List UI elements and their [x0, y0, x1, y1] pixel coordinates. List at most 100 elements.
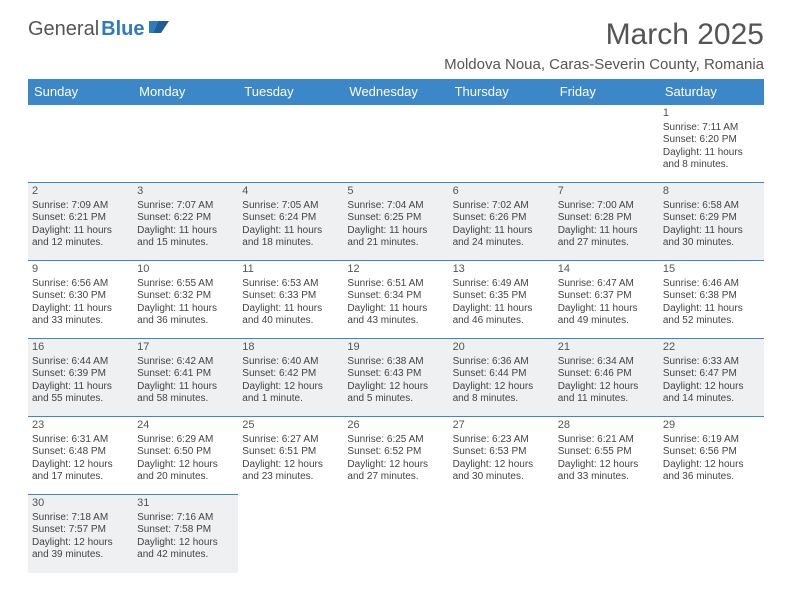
day-info-line: and 5 minutes.	[347, 393, 444, 406]
day-info-line: and 46 minutes.	[453, 315, 550, 328]
calendar-cell	[343, 105, 448, 183]
day-number: 25	[242, 419, 339, 433]
day-info-line: Sunset: 6:42 PM	[242, 368, 339, 381]
day-info-line: Sunset: 6:33 PM	[242, 290, 339, 303]
day-info-line: Daylight: 11 hours	[347, 303, 444, 316]
day-number: 6	[453, 185, 550, 199]
day-info-line: Sunset: 6:38 PM	[663, 290, 760, 303]
weekday-header: Friday	[554, 79, 659, 105]
day-info-line: Sunrise: 7:02 AM	[453, 200, 550, 213]
calendar-cell: 10Sunrise: 6:55 AMSunset: 6:32 PMDayligh…	[133, 261, 238, 339]
day-info-line: and 18 minutes.	[242, 237, 339, 250]
calendar-week-row: 30Sunrise: 7:18 AMSunset: 7:57 PMDayligh…	[28, 495, 764, 573]
day-info-line: Daylight: 12 hours	[137, 537, 234, 550]
calendar-cell: 30Sunrise: 7:18 AMSunset: 7:57 PMDayligh…	[28, 495, 133, 573]
day-info-line: Sunrise: 7:04 AM	[347, 200, 444, 213]
calendar-cell	[133, 105, 238, 183]
day-info-line: and 39 minutes.	[32, 549, 129, 562]
day-info-line: Sunrise: 6:23 AM	[453, 434, 550, 447]
day-info-line: Daylight: 11 hours	[137, 303, 234, 316]
calendar-cell: 8Sunrise: 6:58 AMSunset: 6:29 PMDaylight…	[659, 183, 764, 261]
calendar-body: 1Sunrise: 7:11 AMSunset: 6:20 PMDaylight…	[28, 105, 764, 573]
weekday-header: Thursday	[449, 79, 554, 105]
day-number: 5	[347, 185, 444, 199]
logo-text-2: Blue	[101, 18, 144, 41]
day-number: 10	[137, 263, 234, 277]
day-info-line: Daylight: 12 hours	[347, 381, 444, 394]
day-number: 7	[558, 185, 655, 199]
day-number: 15	[663, 263, 760, 277]
calendar-cell: 23Sunrise: 6:31 AMSunset: 6:48 PMDayligh…	[28, 417, 133, 495]
location-subtitle: Moldova Noua, Caras-Severin County, Roma…	[444, 56, 764, 73]
day-info-line: Sunset: 6:37 PM	[558, 290, 655, 303]
day-info-line: Daylight: 11 hours	[453, 225, 550, 238]
day-info-line: Sunrise: 7:16 AM	[137, 512, 234, 525]
calendar-cell	[659, 495, 764, 573]
day-info-line: and 17 minutes.	[32, 471, 129, 484]
calendar-cell: 26Sunrise: 6:25 AMSunset: 6:52 PMDayligh…	[343, 417, 448, 495]
day-info-line: Sunset: 6:30 PM	[32, 290, 129, 303]
calendar-cell: 7Sunrise: 7:00 AMSunset: 6:28 PMDaylight…	[554, 183, 659, 261]
calendar-cell: 21Sunrise: 6:34 AMSunset: 6:46 PMDayligh…	[554, 339, 659, 417]
day-number: 28	[558, 419, 655, 433]
day-info-line: and 30 minutes.	[663, 237, 760, 250]
day-info-line: Sunset: 6:46 PM	[558, 368, 655, 381]
day-info-line: Daylight: 12 hours	[663, 381, 760, 394]
day-info-line: Sunset: 6:34 PM	[347, 290, 444, 303]
day-info-line: and 42 minutes.	[137, 549, 234, 562]
day-info-line: Daylight: 11 hours	[663, 225, 760, 238]
day-number: 31	[137, 497, 234, 511]
day-info-line: Sunset: 6:52 PM	[347, 446, 444, 459]
day-info-line: Sunrise: 6:21 AM	[558, 434, 655, 447]
calendar-cell: 9Sunrise: 6:56 AMSunset: 6:30 PMDaylight…	[28, 261, 133, 339]
day-info-line: and 33 minutes.	[32, 315, 129, 328]
day-info-line: Sunrise: 6:44 AM	[32, 356, 129, 369]
weekday-header: Sunday	[28, 79, 133, 105]
calendar-table: Sunday Monday Tuesday Wednesday Thursday…	[28, 79, 764, 573]
calendar-cell: 5Sunrise: 7:04 AMSunset: 6:25 PMDaylight…	[343, 183, 448, 261]
day-info-line: Daylight: 12 hours	[558, 459, 655, 472]
day-info-line: Daylight: 11 hours	[32, 381, 129, 394]
day-number: 21	[558, 341, 655, 355]
day-info-line: and 11 minutes.	[558, 393, 655, 406]
calendar-week-row: 9Sunrise: 6:56 AMSunset: 6:30 PM Daylight…	[28, 261, 764, 339]
day-info-line: Sunset: 6:25 PM	[347, 212, 444, 225]
day-number: 9	[32, 263, 129, 277]
day-info-line: and 49 minutes.	[558, 315, 655, 328]
day-info-line: Daylight: 12 hours	[453, 381, 550, 394]
day-number: 4	[242, 185, 339, 199]
day-info-line: Sunrise: 6:31 AM	[32, 434, 129, 447]
day-number: 26	[347, 419, 444, 433]
day-info-line: Daylight: 12 hours	[663, 459, 760, 472]
calendar-cell: 4Sunrise: 7:05 AMSunset: 6:24 PMDaylight…	[238, 183, 343, 261]
day-number: 3	[137, 185, 234, 199]
day-number: 16	[32, 341, 129, 355]
day-info-line: Sunrise: 6:47 AM	[558, 278, 655, 291]
day-info-line: Sunrise: 6:40 AM	[242, 356, 339, 369]
calendar-cell: 22Sunrise: 6:33 AMSunset: 6:47 PMDayligh…	[659, 339, 764, 417]
day-info-line: Daylight: 12 hours	[347, 459, 444, 472]
day-info-line: and 21 minutes.	[347, 237, 444, 250]
day-info-line: and 23 minutes.	[242, 471, 339, 484]
day-info-line: Sunset: 6:43 PM	[347, 368, 444, 381]
day-info-line: and 33 minutes.	[558, 471, 655, 484]
day-info-line: Daylight: 12 hours	[137, 459, 234, 472]
day-info-line: Sunrise: 6:29 AM	[137, 434, 234, 447]
calendar-cell: 28Sunrise: 6:21 AMSunset: 6:55 PMDayligh…	[554, 417, 659, 495]
day-info-line: Sunset: 6:50 PM	[137, 446, 234, 459]
day-info-line: Sunrise: 6:58 AM	[663, 200, 760, 213]
calendar-cell: 3Sunrise: 7:07 AMSunset: 6:22 PMDaylight…	[133, 183, 238, 261]
day-number: 24	[137, 419, 234, 433]
calendar-cell: 20Sunrise: 6:36 AMSunset: 6:44 PMDayligh…	[449, 339, 554, 417]
day-info-line: Sunrise: 6:56 AM	[32, 278, 129, 291]
day-info-line: Sunrise: 6:33 AM	[663, 356, 760, 369]
day-info-line: Daylight: 12 hours	[32, 459, 129, 472]
day-info-line: Sunrise: 7:05 AM	[242, 200, 339, 213]
day-info-line: Sunset: 6:29 PM	[663, 212, 760, 225]
calendar-cell: 17Sunrise: 6:42 AMSunset: 6:41 PMDayligh…	[133, 339, 238, 417]
day-number: 29	[663, 419, 760, 433]
day-info-line: and 27 minutes.	[347, 471, 444, 484]
calendar-page: GeneralBlue March 2025 Moldova Noua, Car…	[0, 0, 792, 591]
day-info-line: Sunrise: 6:25 AM	[347, 434, 444, 447]
day-info-line: Daylight: 12 hours	[32, 537, 129, 550]
